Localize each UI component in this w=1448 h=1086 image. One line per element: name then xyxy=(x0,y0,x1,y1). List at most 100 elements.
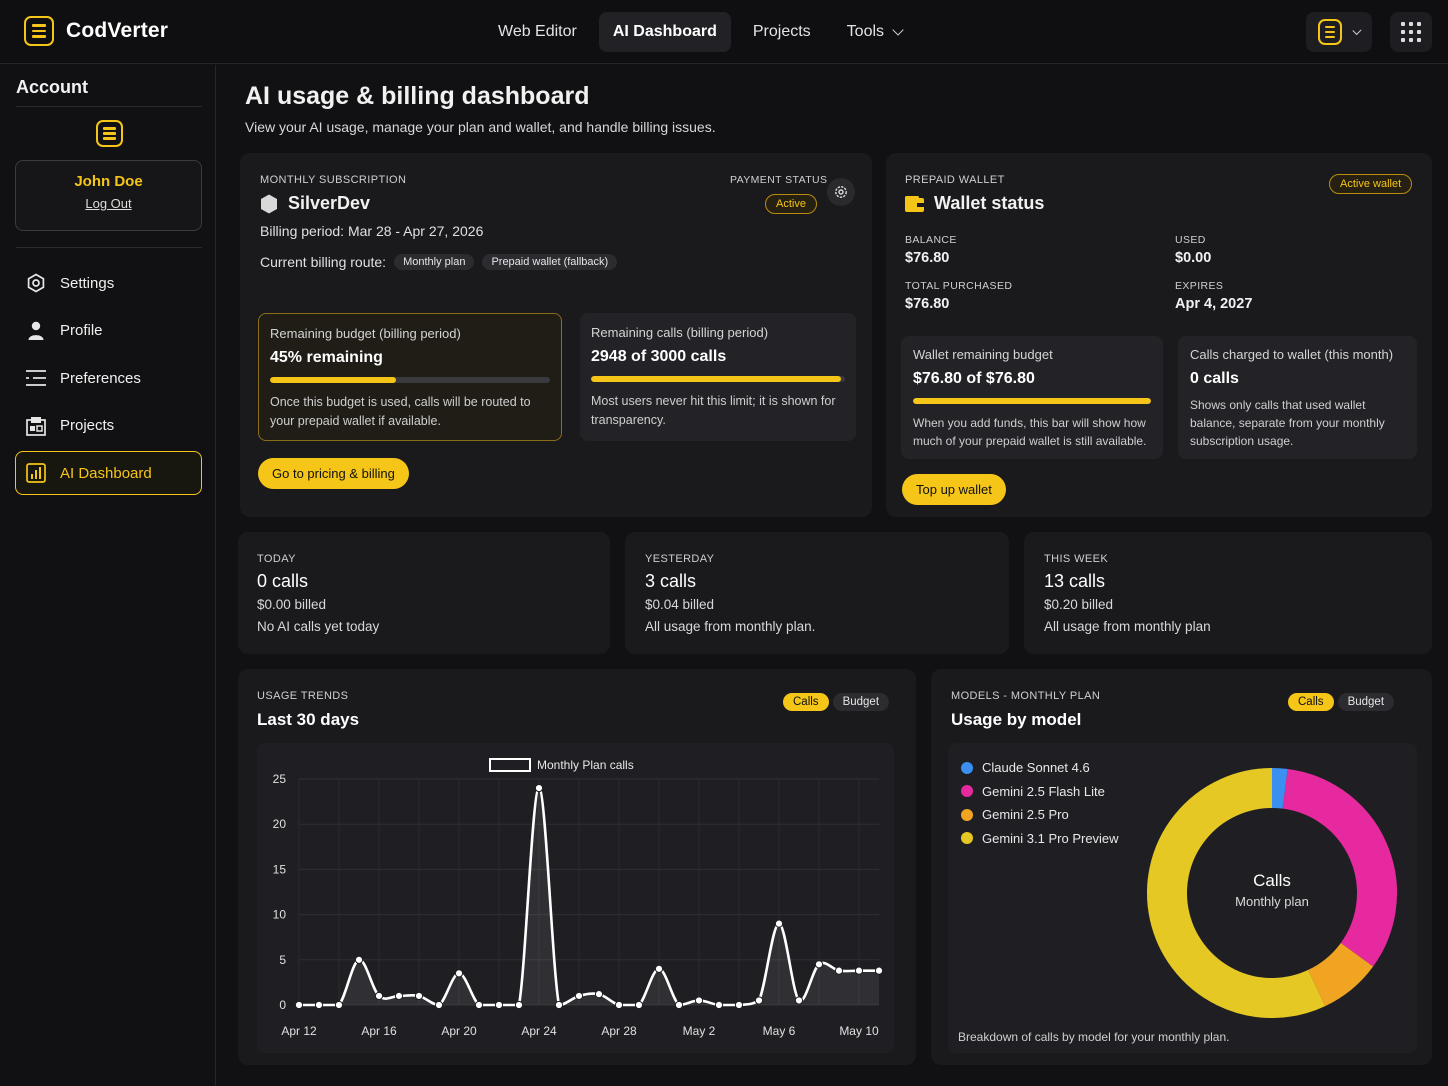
legend-item[interactable]: Gemini 3.1 Pro Preview xyxy=(961,831,1119,846)
y-tick-label: 15 xyxy=(273,862,287,876)
x-tick-label: Apr 28 xyxy=(601,1024,637,1038)
legend-item[interactable]: Gemini 2.5 Pro xyxy=(961,807,1119,822)
user-name: John Doe xyxy=(74,173,143,190)
donut-slice[interactable] xyxy=(1307,942,1374,1007)
account-menu-button[interactable] xyxy=(1306,12,1372,52)
toggle-budget[interactable]: Budget xyxy=(832,693,890,711)
data-point[interactable] xyxy=(434,1000,444,1010)
nav-ai-dashboard[interactable]: AI Dashboard xyxy=(598,12,731,52)
sidebar-item-projects[interactable]: Projects xyxy=(15,404,202,448)
used-value: $0.00 xyxy=(1175,250,1212,266)
data-point[interactable] xyxy=(294,1000,304,1010)
data-point[interactable] xyxy=(654,964,664,973)
stat-value: 13 calls xyxy=(1044,571,1106,591)
page-subtitle: View your AI usage, manage your plan and… xyxy=(245,119,716,135)
route-pill-primary: Monthly plan xyxy=(394,254,475,270)
x-tick-label: Apr 20 xyxy=(441,1024,477,1038)
donut-slice[interactable] xyxy=(1147,768,1326,1018)
donut-chart-panel: Claude Sonnet 4.6 Gemini 2.5 Flash Lite Ge… xyxy=(948,743,1417,1053)
data-point[interactable] xyxy=(634,1000,644,1010)
data-point[interactable] xyxy=(574,991,584,1001)
page-title: AI usage & billing dashboard xyxy=(245,82,590,110)
apps-grid-button[interactable] xyxy=(1390,12,1432,52)
donut-slice[interactable] xyxy=(1282,768,1397,967)
sidebar-item-preferences[interactable]: Preferences xyxy=(15,356,202,400)
x-tick-label: Apr 12 xyxy=(281,1024,317,1038)
data-point[interactable] xyxy=(594,990,604,999)
data-point[interactable] xyxy=(734,1000,744,1010)
user-card: John Doe Log Out xyxy=(15,160,202,231)
sliders-icon xyxy=(26,368,46,388)
route-label: Current billing route: xyxy=(260,254,387,270)
data-point[interactable] xyxy=(454,969,464,978)
data-point[interactable] xyxy=(494,1000,504,1010)
budget-progress-bar xyxy=(270,377,550,383)
sidebar-item-label: AI Dashboard xyxy=(60,464,152,482)
sidebar-item-settings[interactable]: Settings xyxy=(15,261,202,305)
wallet-card: PREPAID WALLET Active wallet Wallet stat… xyxy=(886,153,1432,517)
data-point[interactable] xyxy=(814,960,824,969)
data-point[interactable] xyxy=(534,783,544,793)
legend-item[interactable]: Gemini 2.5 Flash Lite xyxy=(961,784,1119,799)
divider xyxy=(16,247,202,248)
data-point[interactable] xyxy=(874,966,884,975)
data-point[interactable] xyxy=(774,919,784,928)
section-label: USAGE TRENDS xyxy=(257,690,349,702)
nav-projects[interactable]: Projects xyxy=(739,12,825,52)
data-point[interactable] xyxy=(414,991,424,1001)
data-point[interactable] xyxy=(694,996,704,1005)
data-point[interactable] xyxy=(334,1000,344,1010)
x-tick-label: May 6 xyxy=(763,1024,796,1038)
hexagon-icon xyxy=(261,194,277,213)
pricing-billing-button[interactable]: Go to pricing & billing xyxy=(258,458,409,489)
section-label: MONTHLY SUBSCRIPTION xyxy=(260,174,407,186)
sidebar-menu: Settings Profile Preferences Projects AI… xyxy=(15,261,202,499)
calls-value: 2948 of 3000 calls xyxy=(591,348,727,365)
data-point[interactable] xyxy=(614,1000,624,1010)
data-point[interactable] xyxy=(394,991,404,1001)
donut-slice[interactable] xyxy=(1271,768,1288,809)
wallet-charged-box: Calls charged to wallet (this month) 0 c… xyxy=(1178,336,1417,459)
data-point[interactable] xyxy=(794,996,804,1005)
nav-web-editor[interactable]: Web Editor xyxy=(484,12,591,52)
stat-value: 3 calls xyxy=(645,571,697,591)
top-up-wallet-button[interactable]: Top up wallet xyxy=(902,474,1006,505)
stat-label: TODAY xyxy=(257,553,296,565)
remaining-calls-box: Remaining calls (billing period) 2948 of… xyxy=(580,313,856,441)
chart-footer: Breakdown of calls by model for your mon… xyxy=(958,1030,1230,1044)
x-tick-label: Apr 24 xyxy=(521,1024,557,1038)
sidebar-item-ai-dashboard[interactable]: AI Dashboard xyxy=(15,451,202,495)
toggle-budget[interactable]: Budget xyxy=(1337,693,1395,711)
calls-progress-bar xyxy=(591,376,845,382)
data-point[interactable] xyxy=(514,1000,524,1010)
data-point[interactable] xyxy=(474,1000,484,1010)
sidebar-item-label: Settings xyxy=(60,274,115,292)
brand[interactable]: CodVerter xyxy=(24,16,168,46)
progress-fill xyxy=(913,398,1151,404)
data-point[interactable] xyxy=(754,996,764,1005)
y-tick-label: 5 xyxy=(279,953,286,967)
sidebar-item-profile[interactable]: Profile xyxy=(15,309,202,353)
nav-tools[interactable]: Tools xyxy=(833,12,916,52)
data-point[interactable] xyxy=(374,991,384,1001)
legend-label: Claude Sonnet 4.6 xyxy=(982,760,1090,775)
billing-period: Billing period: Mar 28 - Apr 27, 2026 xyxy=(260,223,484,239)
settings-gear-button[interactable] xyxy=(827,178,855,206)
toggle-calls[interactable]: Calls xyxy=(783,693,829,711)
legend-item[interactable]: Claude Sonnet 4.6 xyxy=(961,760,1119,775)
toggle-calls[interactable]: Calls xyxy=(1288,693,1334,711)
data-point[interactable] xyxy=(674,1000,684,1010)
stat-card-this-week: THIS WEEK 13 calls $0.20 billed All usag… xyxy=(1024,532,1432,654)
logout-link[interactable]: Log Out xyxy=(85,196,132,211)
data-point[interactable] xyxy=(714,1000,724,1010)
data-point[interactable] xyxy=(314,1000,324,1010)
data-point[interactable] xyxy=(354,955,364,964)
series-area xyxy=(299,788,879,1005)
data-point[interactable] xyxy=(834,966,844,975)
data-point[interactable] xyxy=(854,966,864,975)
data-point[interactable] xyxy=(554,1000,564,1010)
y-tick-label: 0 xyxy=(279,998,286,1012)
remaining-budget-box: Remaining budget (billing period) 45% re… xyxy=(258,313,562,441)
calls-label: Remaining calls (billing period) xyxy=(591,325,769,340)
person-icon xyxy=(26,321,46,341)
